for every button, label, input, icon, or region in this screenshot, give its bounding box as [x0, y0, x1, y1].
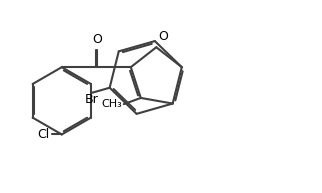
Text: O: O — [92, 33, 102, 46]
Text: CH₃: CH₃ — [102, 99, 122, 109]
Text: Cl: Cl — [37, 128, 50, 141]
Text: O: O — [158, 30, 168, 43]
Text: Br: Br — [84, 93, 98, 106]
